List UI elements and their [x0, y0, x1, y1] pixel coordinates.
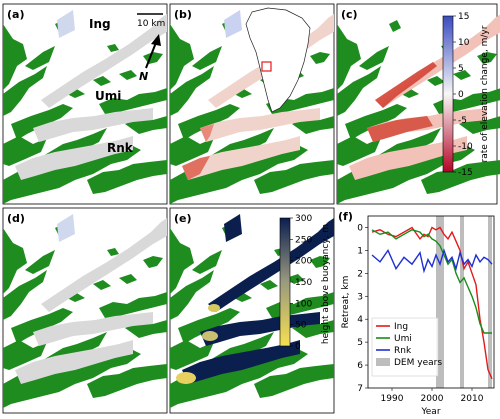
legend-swatch: [376, 358, 390, 366]
label-umi: Umi: [95, 89, 121, 103]
y-tick-label: 2: [357, 269, 363, 279]
colorbar-tick-label: 250: [295, 235, 312, 245]
glacier-top-ice: [57, 10, 75, 38]
colorbar-buoyancy: 300 250 200 150 100 50 0 height above buoyancy…: [279, 214, 331, 352]
x-tick-label: 2000: [421, 394, 444, 404]
dem-band: [436, 216, 444, 388]
legend-box: [371, 317, 439, 377]
colorbar-tick-label: 0: [458, 90, 464, 100]
panel-letter: (b): [174, 8, 192, 21]
y-tick-label: 4: [357, 315, 363, 325]
colorbar-elevation-ticks: 15 10 5 0 -5 -10 -15: [453, 12, 473, 178]
colorbar-tick-label: -15: [458, 168, 473, 178]
panel-b: (b): [169, 3, 335, 205]
retreat-chart: 0 1 2 3 4 5 6 7 1990 2000 2010 Year Retreat, km Ing Um…: [341, 215, 495, 417]
y-tick-label: 1: [357, 246, 363, 256]
dem-band: [460, 216, 464, 388]
colorbar-tick-label: -10: [458, 142, 473, 152]
legend-entry: Umi: [394, 334, 412, 344]
plot-frame: [367, 215, 495, 389]
colorbar-tick-label: 15: [458, 12, 469, 22]
north-arrow-icon: [145, 34, 161, 69]
y-axis-label: Retreat, km: [341, 276, 351, 329]
panel-c: (c) 15 10 5 0 -5 -10 -15 rate of elevation cha…: [336, 3, 500, 205]
panel-d: (d): [2, 207, 168, 414]
inset-location-box: [261, 61, 272, 72]
colorbar-tick-label: 200: [295, 257, 312, 267]
colorbar-tick-label: 150: [295, 278, 312, 288]
north-label: N: [139, 70, 148, 83]
panel-letter: (d): [7, 212, 25, 225]
panel-f: (f) 0 1 2 3 4 5 6 7 1990 2000 2010 Year Retreat, km I…: [338, 210, 495, 417]
panel-a: (a) Ing Umi Rnk 10 km N: [2, 3, 168, 205]
legend-entry: Ing: [394, 322, 408, 332]
legend: Ing Umi Rnk DEM years: [371, 317, 442, 377]
greenland-inset: [245, 7, 311, 113]
dem-band: [488, 216, 492, 388]
colorbar-tick-label: 300: [295, 214, 312, 224]
series-line-rnk: [371, 248, 493, 274]
colorbar-tick-label: -5: [458, 116, 467, 126]
y-tick-label: 6: [357, 361, 363, 371]
colorbar-buoyancy-ticks: 300 250 200 150 100 50 0: [290, 214, 312, 352]
label-rnk: Rnk: [107, 141, 134, 155]
panel-letter: (f): [338, 210, 353, 223]
y-tick-label: 5: [357, 338, 363, 348]
colorbar-tick-label: 10: [458, 38, 470, 48]
y-tick-label: 0: [357, 223, 363, 233]
x-tick-label: 1990: [381, 394, 404, 404]
legend-entry: Rnk: [394, 346, 412, 356]
colorbar-tick-label: 0: [295, 342, 301, 352]
panel-e: (e) 300 250 200 150 100 50 0 height above buoy…: [169, 207, 335, 414]
colorbar-tick-label: 5: [458, 64, 464, 74]
y-tick-label: 3: [357, 292, 363, 302]
scale-bar-label: 10 km: [137, 19, 165, 29]
series-line-ing: [371, 226, 493, 380]
colorbar-tick-label: 100: [295, 299, 312, 309]
panel-letter: (c): [341, 8, 358, 21]
colorbar-elevation-label: rate of elevation change, m/yr: [480, 25, 490, 162]
colorbar-tick-label: 50: [295, 321, 307, 331]
panel-letter: (a): [7, 8, 24, 21]
y-tick-label: 7: [357, 384, 363, 394]
x-axis-label: Year: [420, 407, 440, 417]
x-tick-label: 2010: [461, 394, 484, 404]
panel-letter: (e): [174, 212, 192, 225]
legend-entry: DEM years: [394, 358, 442, 368]
colorbar-elevation: 15 10 5 0 -5 -10 -15 rate of elevation change,…: [442, 12, 490, 178]
colorbar-buoyancy-label: height above buoyancy, m: [321, 224, 331, 344]
series-line-umi: [371, 229, 492, 334]
label-ing: Ing: [89, 17, 111, 31]
